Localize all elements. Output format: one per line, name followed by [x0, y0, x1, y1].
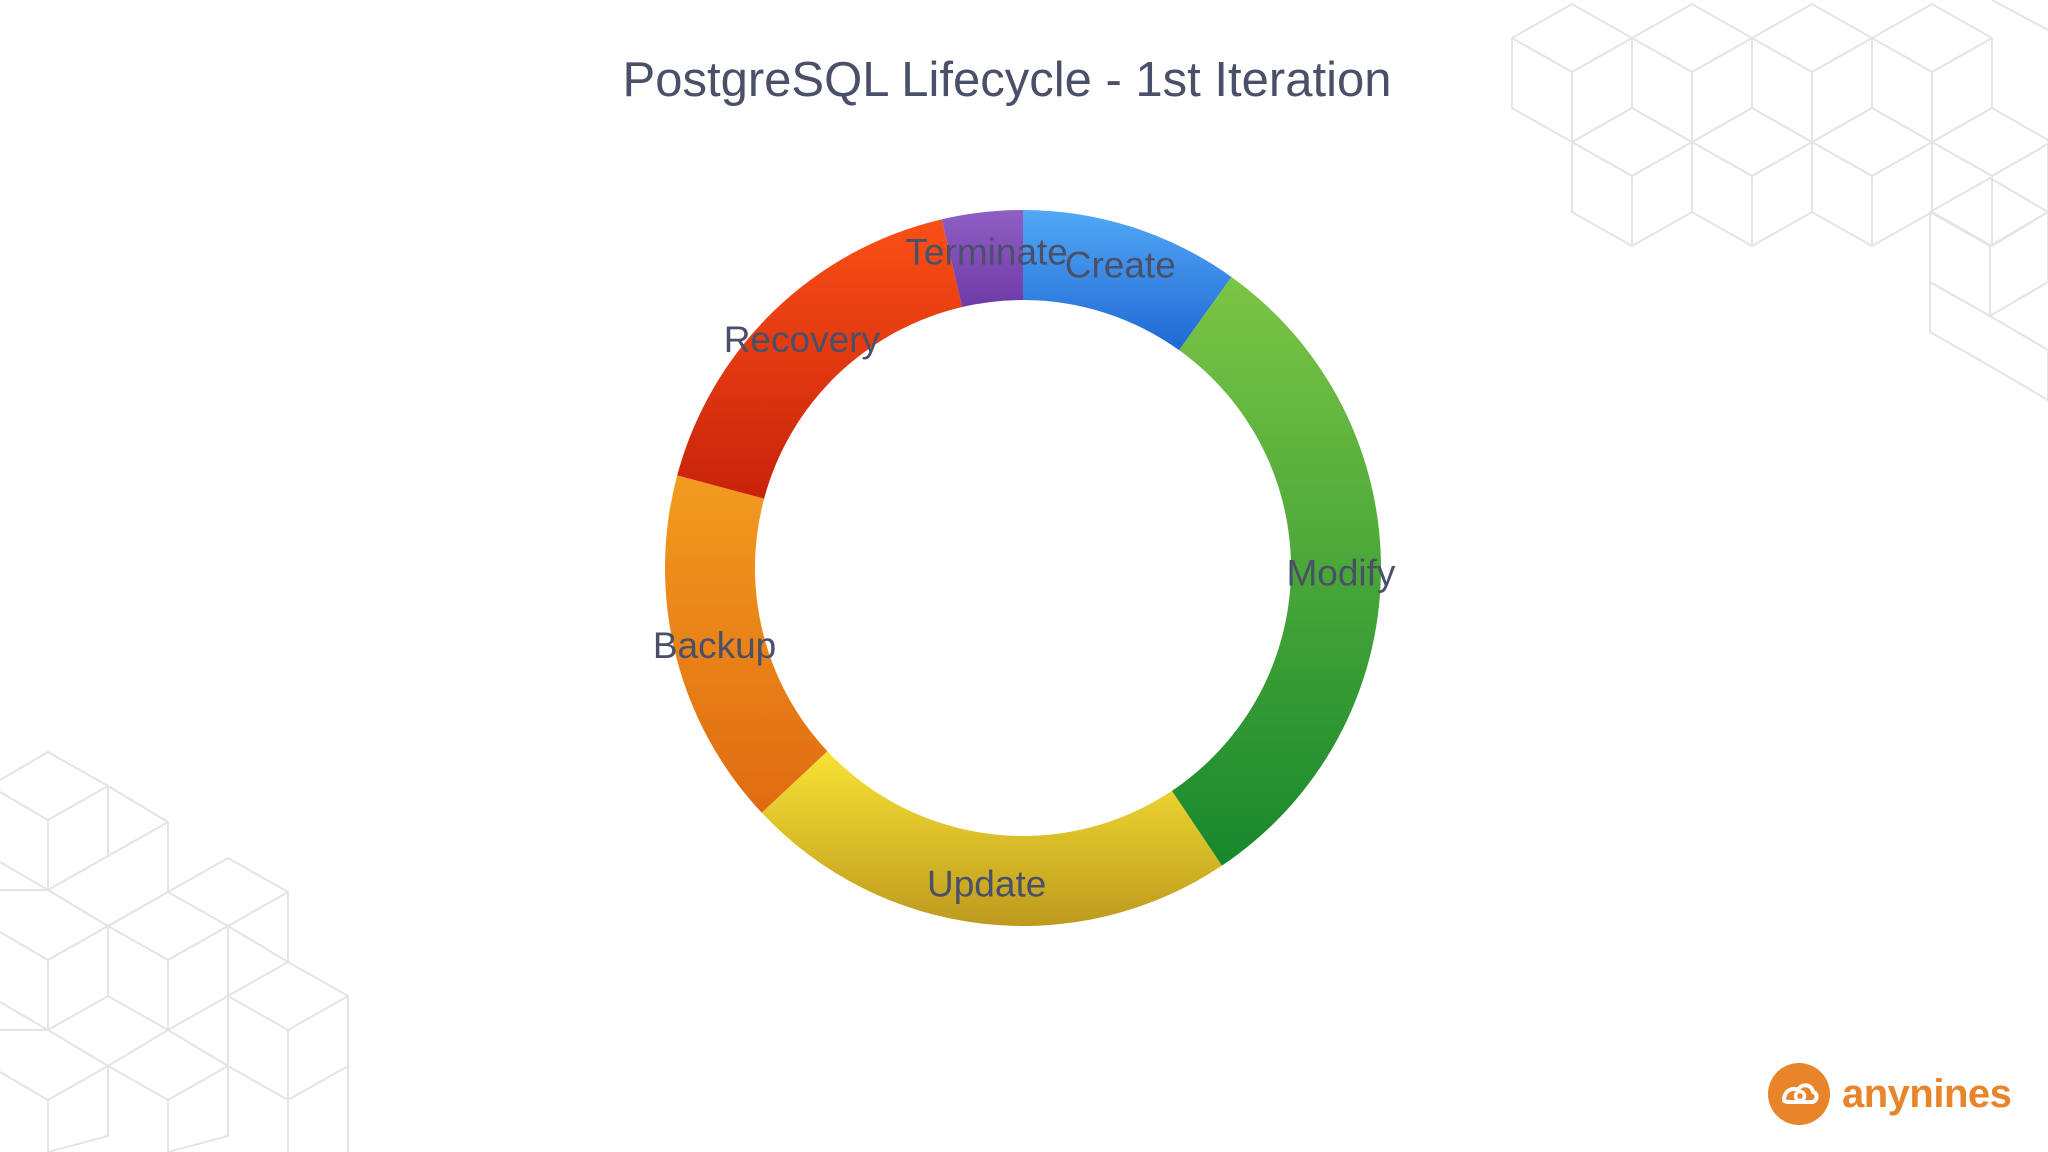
slice-label-terminate: Terminate — [905, 232, 1067, 273]
slice-update[interactable] — [761, 751, 1222, 927]
slice-recovery[interactable] — [677, 219, 963, 499]
slice-backup[interactable] — [665, 475, 828, 813]
slice-terminate[interactable] — [941, 210, 1023, 308]
slice-modify[interactable] — [1171, 277, 1381, 866]
brand-name: anynines — [1842, 1071, 2012, 1116]
slice-create[interactable] — [1023, 210, 1232, 351]
cube-pattern-bottom-left — [0, 750, 349, 1152]
anynines-logo-icon — [1768, 1063, 1830, 1125]
slice-label-create: Create — [1065, 245, 1176, 286]
brand-logo: anynines — [1768, 1062, 2012, 1126]
slice-label-modify: Modify — [1286, 553, 1395, 594]
chart-title: PostgreSQL Lifecycle - 1st Iteration — [622, 53, 1392, 107]
slice-label-recovery: Recovery — [724, 319, 881, 360]
slice-label-update: Update — [927, 863, 1046, 904]
cube-pattern-top-right — [1511, 0, 2048, 402]
slice-label-backup: Backup — [653, 625, 776, 666]
